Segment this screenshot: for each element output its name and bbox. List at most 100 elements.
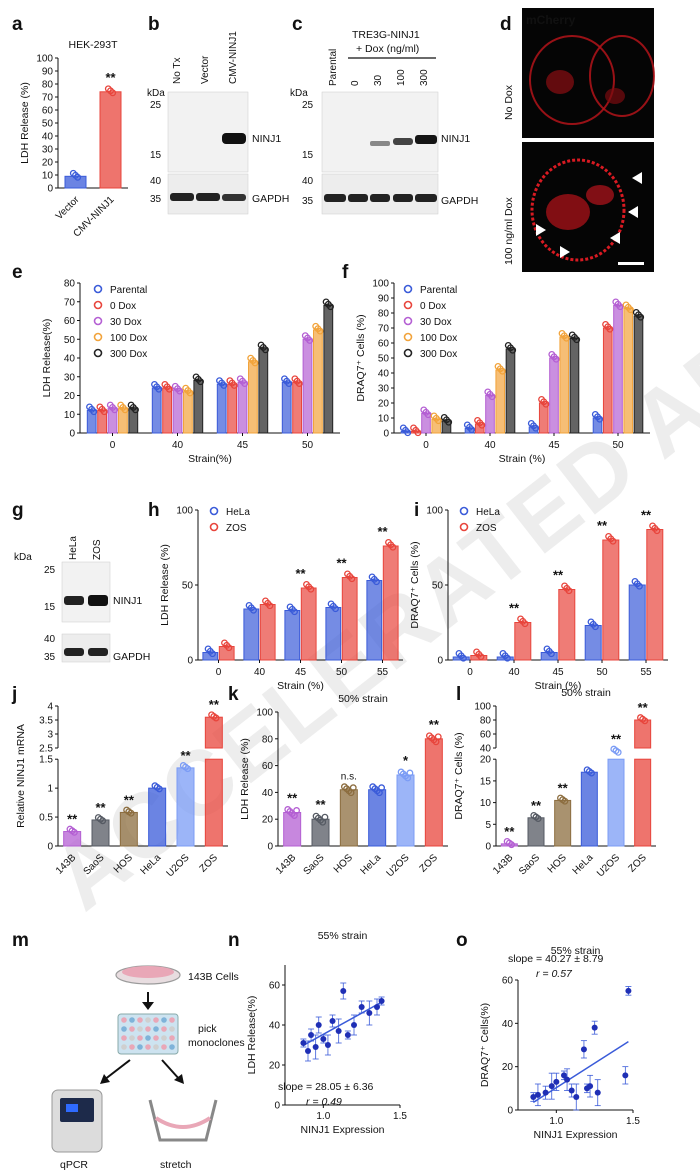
data-point [329, 1018, 336, 1024]
bar [151, 387, 162, 434]
x-tick-label: U2OS [385, 852, 412, 879]
legend-marker [459, 506, 469, 516]
data-point [562, 334, 570, 342]
legend-label: HeLa [476, 507, 500, 518]
slope-annotation: slope = 40.27 ± 8.79 [508, 953, 604, 965]
y-tick-label: 20 [42, 158, 54, 169]
chart-j: 0 0.5 1 1.52.5 3 3.5 4 Relative NINJ1 mRNA 143B *… [15, 697, 228, 879]
bar [313, 329, 323, 434]
legend-label: Parental [420, 285, 457, 296]
data-point [378, 784, 386, 792]
data-point [625, 987, 632, 994]
blot-b-ninj1-band [222, 133, 246, 144]
bar [549, 357, 559, 434]
significance-mark: * [403, 753, 409, 768]
legend-label: 100 Dox [420, 333, 457, 344]
bar [485, 395, 495, 434]
panel-label-n: n [228, 930, 240, 951]
blot-c-gapdh-band-2 [348, 194, 368, 202]
y-tick-label: 80 [378, 309, 390, 320]
panel-label-h: h [148, 500, 160, 521]
y-tick-label: 70 [64, 297, 76, 308]
data-point [594, 1089, 601, 1096]
data-point [306, 337, 314, 344]
y-axis-label: DRAQ7⁺ Cells(%) [479, 1003, 491, 1087]
legend-label: 100 Dox [110, 333, 147, 344]
significance-mark: ** [180, 748, 191, 763]
x-tick-label: 0 [110, 440, 116, 451]
data-point [568, 1087, 575, 1094]
significance-mark: ** [295, 566, 306, 581]
bar [227, 383, 237, 434]
well [137, 1044, 143, 1050]
data-point [374, 1004, 380, 1010]
blot-g-gapdh-band-hela [64, 648, 84, 656]
blot-g-marker-15: 15 [44, 602, 56, 613]
data-point [307, 585, 315, 593]
blot-g-kda: kDa [14, 552, 32, 563]
bar [396, 774, 415, 847]
stretch-chamber-icon [148, 1099, 218, 1142]
y-tick-label: 0 [267, 842, 273, 853]
qpcr-label: qPCR [60, 1159, 88, 1171]
x-tick-label: 50 [596, 667, 608, 678]
cell-outline-3 [530, 158, 626, 262]
significance-mark: ** [509, 601, 520, 616]
data-point [503, 654, 511, 662]
x-axis-label: Strain (%) [535, 680, 582, 692]
arrow-to-qpcr-icon [103, 1059, 131, 1081]
bar [527, 817, 545, 847]
well [129, 1017, 135, 1023]
significance-mark: ** [558, 780, 569, 795]
y-tick-label: 80 [42, 80, 54, 91]
data-point [653, 527, 661, 535]
x-tick-label: HeLa [359, 852, 384, 877]
blot-c-kda: kDa [290, 88, 308, 99]
blot-b-lane-2: Vector [200, 55, 211, 84]
no-dox-label: No Dox [503, 84, 515, 120]
blot-c-lane-4: 100 [396, 69, 407, 86]
x-tick-label: 40 [484, 440, 496, 451]
down-arrow-head-icon [142, 1002, 154, 1010]
y-tick-label: 20 [262, 815, 274, 826]
y-tick-label: 10 [480, 798, 492, 809]
bar [633, 315, 644, 434]
arrow-head-icon [174, 1074, 184, 1084]
x-tick-label: 40 [254, 667, 266, 678]
panel-label-a: a [12, 14, 23, 35]
data-point [616, 303, 624, 311]
legend-marker [93, 348, 103, 358]
legend-marker [403, 316, 413, 326]
cells-icon [122, 966, 174, 978]
y-axis-label: DRAQ7⁺ Cells (%) [453, 732, 465, 819]
data-point [335, 1028, 342, 1034]
blot-c-marker-35: 35 [302, 196, 314, 207]
y-tick-label: 20 [502, 1062, 514, 1073]
x-tick-label: HeLa [571, 852, 596, 877]
blot-g-top-membrane [61, 561, 111, 623]
y-tick-label: 30 [64, 372, 76, 383]
blot-c-top-label: NINJ1 [441, 133, 470, 145]
bar [634, 719, 652, 749]
y-tick-label: 15 [480, 776, 492, 787]
well [121, 1035, 127, 1041]
x-axis-label: NINJ1 Expression [533, 1129, 617, 1141]
data-point [251, 359, 259, 367]
y-tick-label: 30 [42, 145, 54, 156]
data-point [509, 346, 517, 354]
data-point [580, 1046, 587, 1053]
bar [602, 327, 613, 434]
data-point [548, 1083, 555, 1090]
data-point [637, 313, 645, 321]
y-tick-label: 80 [480, 716, 492, 727]
x-tick-label: 45 [552, 667, 564, 678]
significance-mark: ** [429, 717, 440, 732]
cells-label: 143B Cells [188, 971, 239, 983]
blot-b-marker-40: 40 [150, 176, 162, 187]
y-tick-label: 4 [47, 702, 53, 713]
x-axis-label: NINJ1 Expression [300, 1124, 384, 1136]
data-point [209, 650, 216, 658]
legend-marker [403, 348, 413, 358]
significance-mark: ** [597, 518, 608, 533]
data-point [349, 784, 357, 792]
